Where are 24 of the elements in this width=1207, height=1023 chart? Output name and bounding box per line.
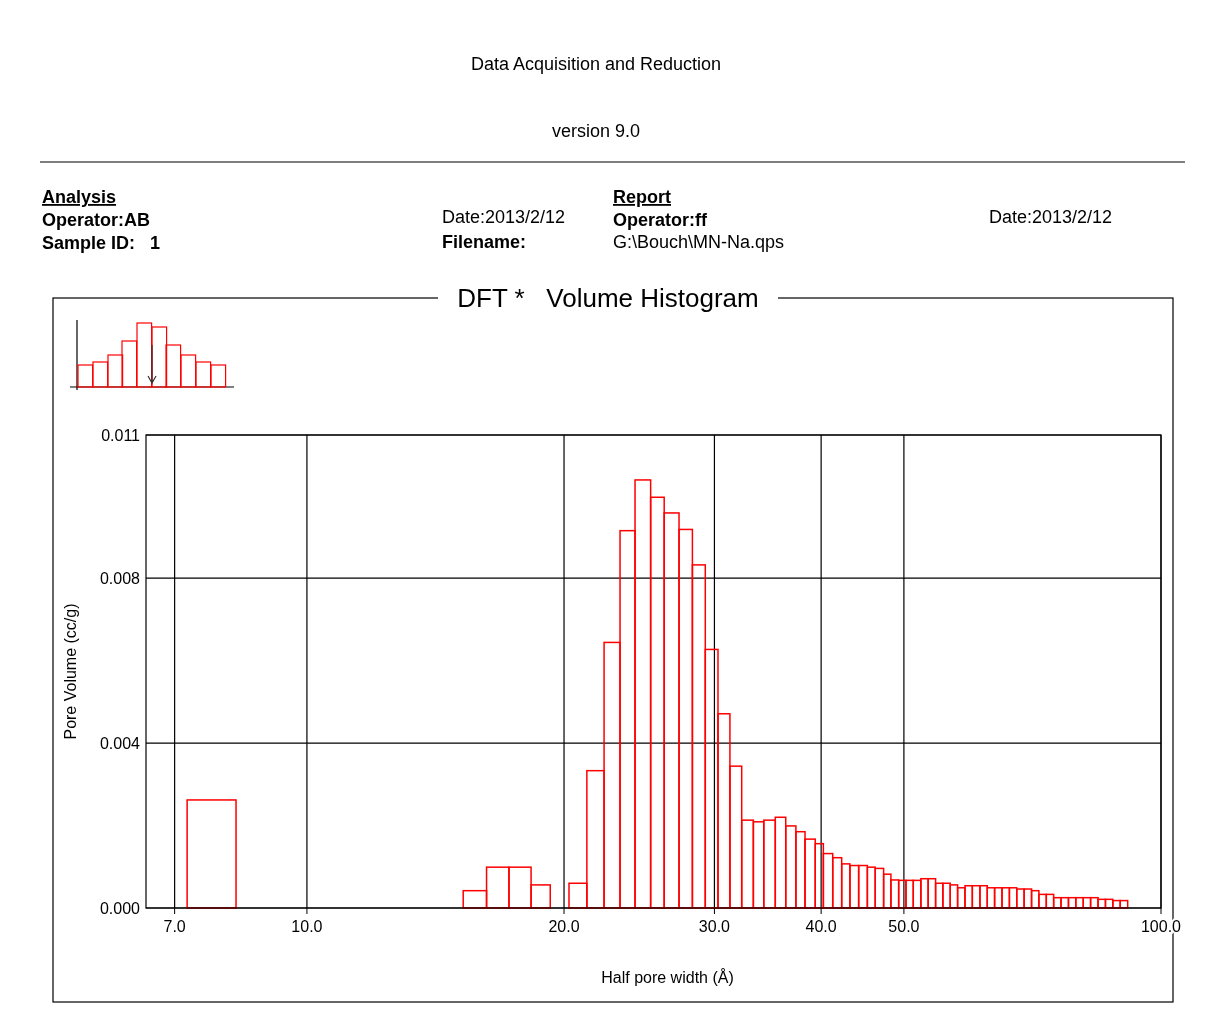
x-tick-label: 10.0 (291, 918, 323, 935)
x-tick-label: 7.0 (163, 918, 186, 935)
text: Date:2013/2/12 (989, 207, 1113, 227)
x-axis-title: Half pore width (Å) (601, 968, 734, 986)
text: Operator:ff (613, 210, 708, 230)
y-tick-label: 0.004 (99, 735, 141, 753)
x-tick-label: 20.0 (548, 918, 580, 935)
x-tick-label: 40.0 (805, 918, 837, 935)
y-tick-label: 0.000 (99, 900, 141, 917)
chart-title: DFT * Volume Histogram (457, 283, 759, 313)
text: Report (613, 187, 671, 207)
text: Date:2013/2/12 (442, 207, 566, 227)
text: Filename: (442, 232, 527, 252)
x-tick-label: 50.0 (888, 918, 920, 935)
y-tick-label: 0.008 (99, 570, 141, 588)
text: Analysis (42, 187, 117, 207)
text: version 9.0 (551, 121, 641, 141)
x-tick-label: 30.0 (698, 918, 731, 935)
text: Sample ID: 1 (42, 233, 161, 253)
y-tick-label: 0.011 (101, 427, 141, 444)
text: Data Acquisition and Reduction (470, 54, 722, 74)
text: Operator:AB (42, 210, 151, 230)
text: G:\Bouch\MN-Na.qps (613, 232, 785, 252)
y-axis-title: Pore Volume (cc/g) (62, 603, 79, 740)
